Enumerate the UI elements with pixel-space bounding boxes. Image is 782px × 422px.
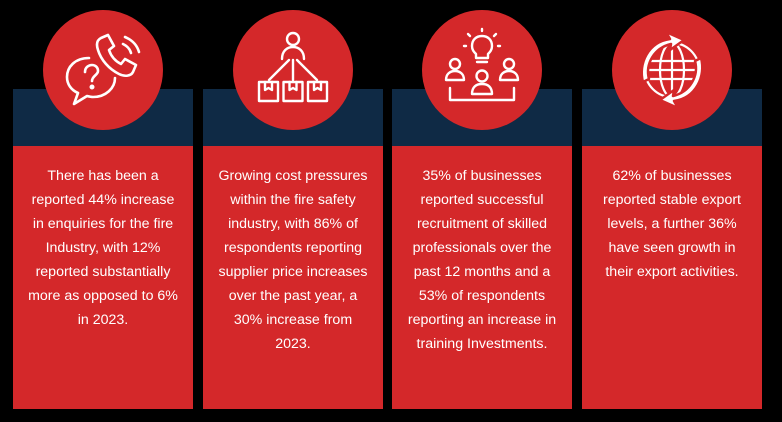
supply-chain-icon	[257, 31, 329, 103]
icon-badge	[233, 10, 353, 130]
card-text: 62% of businesses reported stable export…	[602, 168, 742, 280]
phone-question-icon	[65, 33, 141, 106]
stat-card-recruitment: 35% of businesses reported successful re…	[392, 0, 572, 409]
stat-card-exports: 62% of businesses reported stable export…	[582, 0, 762, 409]
icon-badge	[422, 10, 542, 130]
card-text: There has been a reported 44% increase i…	[28, 168, 178, 328]
card-text: Growing cost pressures within the fire s…	[218, 168, 368, 352]
stat-card-cost-pressures: Growing cost pressures within the fire s…	[203, 0, 383, 409]
stat-card-enquiries: There has been a reported 44% increase i…	[13, 0, 193, 409]
card-body	[203, 146, 383, 409]
globe-arrows-icon	[640, 30, 704, 110]
card-body	[13, 146, 193, 409]
team-idea-icon	[444, 27, 520, 102]
icon-badge	[612, 10, 732, 130]
card-body	[392, 146, 572, 409]
card-text: 35% of businesses reported successful re…	[407, 168, 557, 352]
card-body	[582, 146, 762, 409]
icon-badge	[43, 10, 163, 130]
